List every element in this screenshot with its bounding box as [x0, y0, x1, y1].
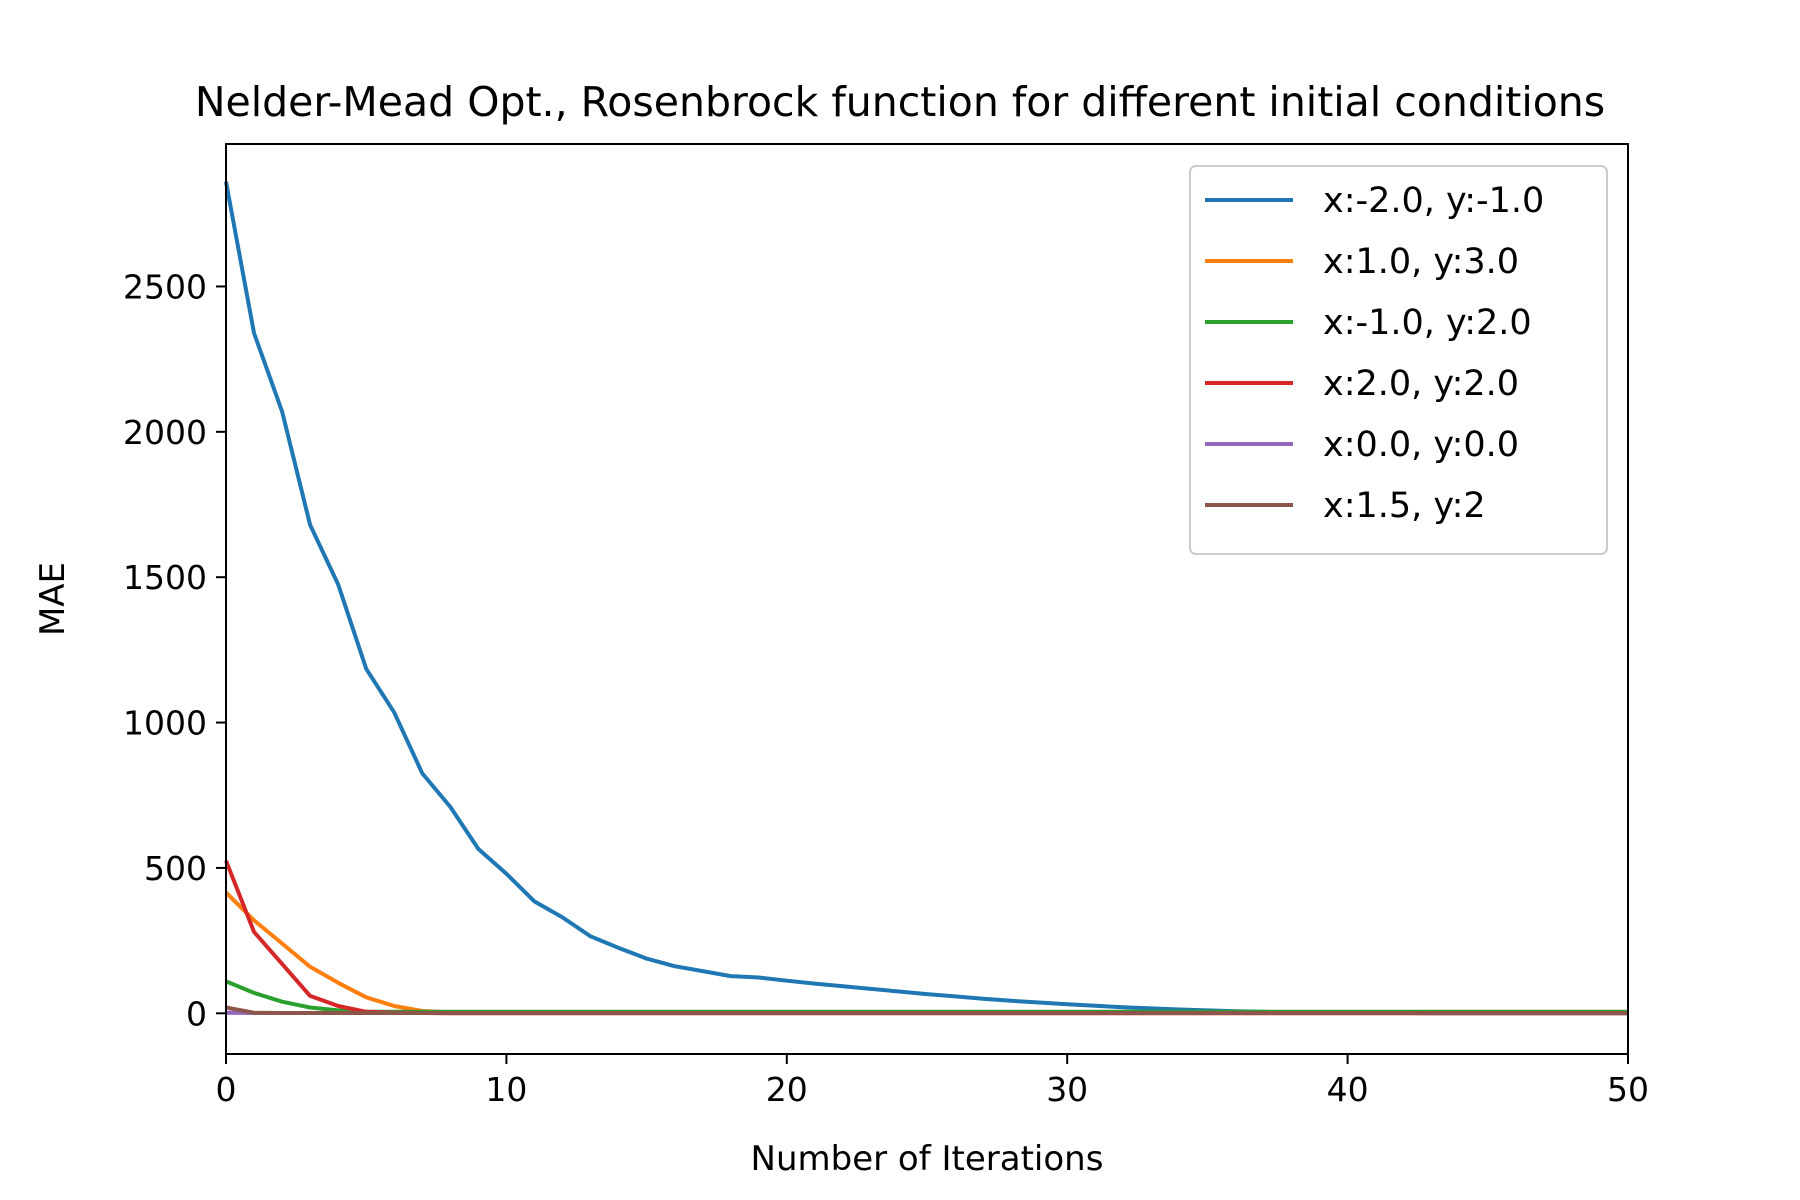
x-axis-label: Number of Iterations	[751, 1139, 1104, 1179]
legend-label-4: x:2.0, y:2.0	[1323, 364, 1519, 404]
plot-area	[224, 181, 1628, 1016]
chart-title: Nelder-Mead Opt., Rosenbrock function fo…	[195, 78, 1605, 126]
series-line-4	[224, 859, 1628, 1016]
y-tick-label: 2000	[123, 413, 207, 452]
legend-box	[1189, 165, 1608, 555]
y-tick-label: 0	[186, 994, 207, 1033]
y-axis-label: MAE	[33, 562, 73, 636]
legend-label-5: x:0.0, y:0.0	[1323, 425, 1519, 465]
legend: x:-2.0, y:-1.0 x:1.0, y:3.0 x:-1.0, y:2.0 x…	[1189, 165, 1608, 555]
plot-frame	[225, 143, 1629, 1055]
x-tick-label: 0	[216, 1070, 237, 1109]
y-tick-label: 500	[144, 849, 207, 888]
series-line-3	[225, 979, 1628, 1014]
y-tick-label: 2500	[123, 267, 207, 306]
legend-label-3: x:-1.0, y:2.0	[1323, 303, 1532, 343]
x-tick-label: 50	[1607, 1070, 1649, 1109]
series-line-6	[225, 1005, 1628, 1015]
x-tick-label: 40	[1327, 1070, 1369, 1109]
legend-label-2: x:1.0, y:3.0	[1323, 242, 1519, 282]
x-tick-label: 20	[766, 1070, 808, 1109]
x-tick-label: 30	[1046, 1070, 1088, 1109]
legend-label-1: x:-2.0, y:-1.0	[1323, 181, 1544, 221]
x-axis: 0 10 20 30 40 50	[216, 1054, 1649, 1109]
x-tick-label: 10	[485, 1070, 527, 1109]
y-tick-label: 1500	[123, 558, 207, 597]
legend-label-6: x:1.5, y:2	[1323, 486, 1486, 526]
y-tick-label: 1000	[123, 704, 207, 743]
y-axis: 0 500 1000 1500 2000 2500	[123, 267, 226, 1033]
